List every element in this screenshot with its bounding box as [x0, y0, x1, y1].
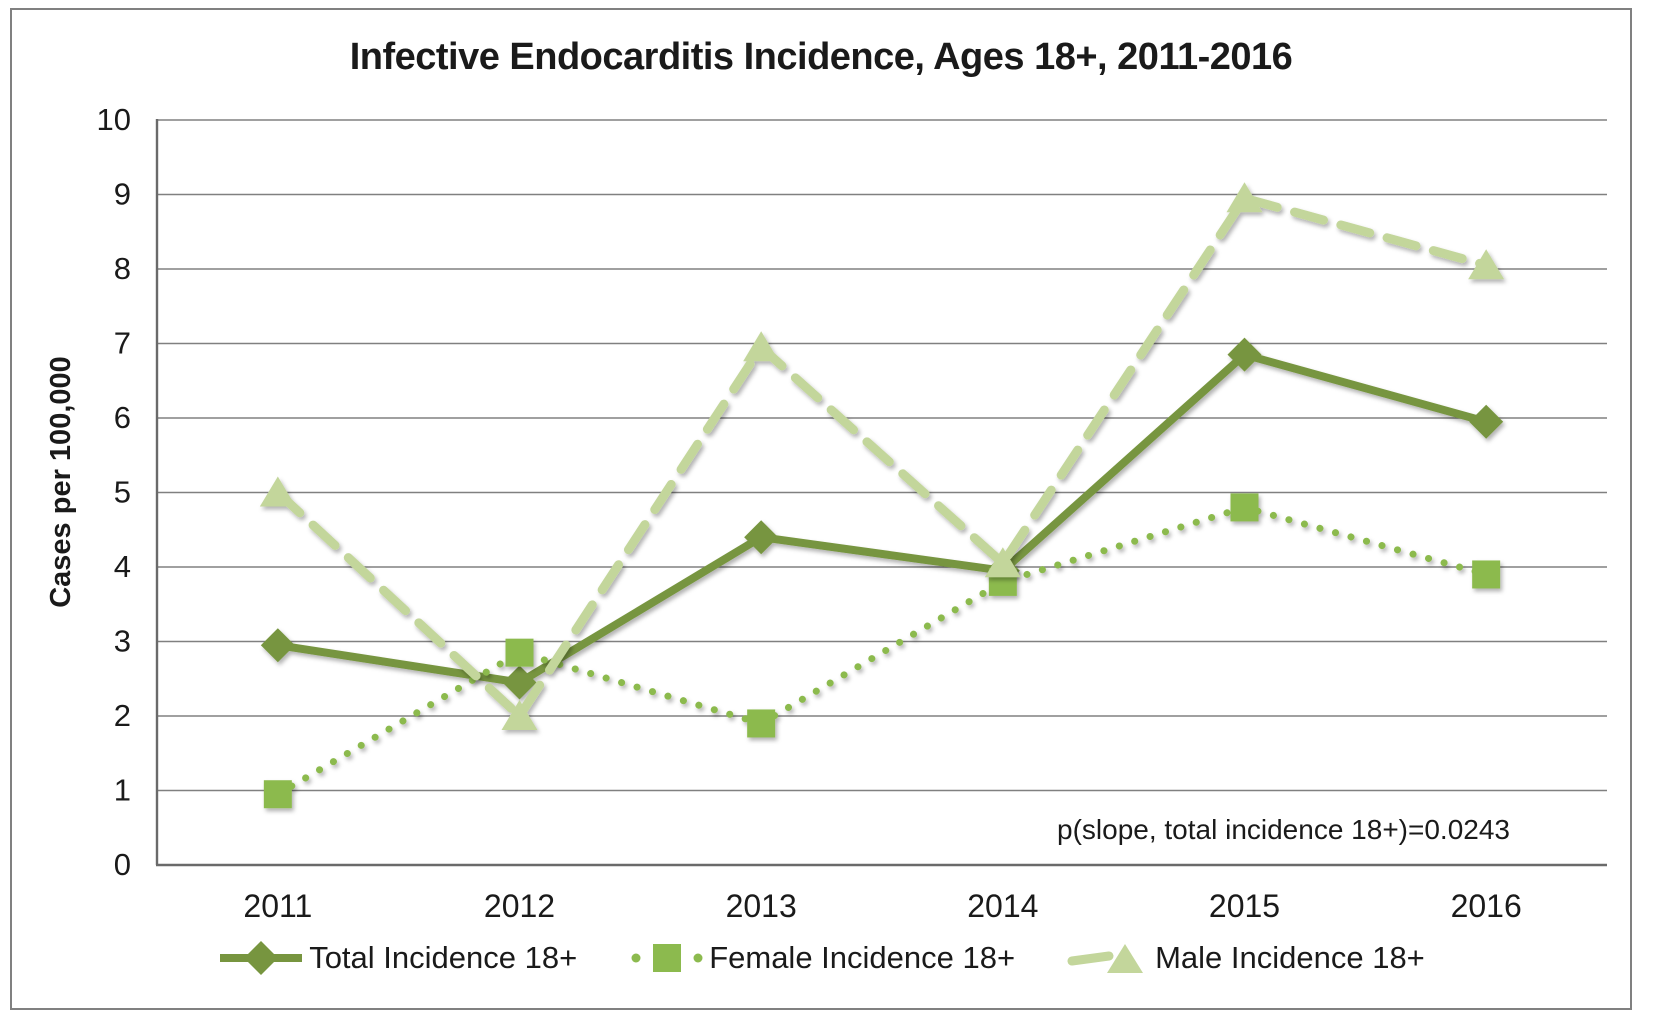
chart-title: Infective Endocarditis Incidence, Ages 1… [349, 36, 1293, 78]
total-marker-2015 [1227, 337, 1262, 372]
y-tick-label: 9 [114, 177, 131, 212]
total-incidence-line [273, 350, 1491, 687]
female-marker-2012 [505, 638, 534, 667]
male-marker-2016 [1468, 249, 1505, 280]
male-marker-2013 [743, 331, 780, 362]
y-tick-label: 7 [114, 326, 131, 361]
female-marker-2016 [1472, 560, 1501, 589]
x-tick-label: 2013 [726, 888, 797, 924]
total-marker-2012 [502, 665, 537, 700]
male-line-triangle-icon [1067, 944, 1144, 973]
total-line-diamond-icon [220, 941, 303, 975]
x-tick-label: 2012 [484, 888, 555, 924]
male-marker-2011 [259, 476, 296, 507]
y-tick-label: 10 [97, 102, 131, 137]
y-tick-label: 3 [114, 624, 131, 659]
figure-border [10, 8, 1632, 1010]
total-marker-2011 [260, 628, 295, 663]
x-tick-label: 2015 [1209, 888, 1280, 924]
x-tick-label: 2011 [243, 888, 312, 924]
legend-label-total: Total Incidence 18+ [309, 940, 578, 975]
y-tick-label: 4 [114, 549, 131, 584]
y-tick-label: 5 [114, 475, 131, 510]
legend: Total Incidence 18+ Female Incidence 18+… [10, 934, 1632, 982]
male-marker-2012 [501, 700, 538, 730]
female-marker-2015 [1230, 493, 1259, 522]
total-marker-2013 [744, 520, 779, 555]
male-incidence-line [273, 193, 1491, 721]
legend-item-female: Female Incidence 18+ [629, 940, 1015, 976]
legend-label-male: Male Incidence 18+ [1155, 940, 1425, 975]
p-value-annotation: p(slope, total incidence 18+)=0.0243 [1057, 814, 1510, 845]
male-marker-2014 [984, 547, 1021, 578]
female-marker-2013 [747, 709, 776, 738]
legend-item-male: Male Incidence 18+ [1067, 940, 1425, 976]
male-incidence-series [259, 182, 1505, 730]
female-line-square-icon [631, 944, 703, 972]
legend-label-female: Female Incidence 18+ [709, 940, 1016, 975]
y-tick-label: 8 [114, 251, 131, 286]
legend-item-total: Total Incidence 18+ [217, 940, 577, 976]
female-marker-2011 [263, 780, 292, 809]
total-marker-2016 [1469, 404, 1504, 439]
male-marker-2015 [1226, 182, 1263, 213]
female-incidence-series [263, 493, 1501, 809]
x-tick-label: 2016 [1451, 888, 1522, 924]
y-tick-label: 1 [114, 773, 131, 808]
y-tick-label: 6 [114, 400, 131, 435]
x-tick-label: 2014 [967, 888, 1038, 924]
total-incidence-series [260, 337, 1504, 700]
y-tick-label: 2 [114, 698, 131, 733]
y-tick-label: 0 [114, 847, 131, 882]
